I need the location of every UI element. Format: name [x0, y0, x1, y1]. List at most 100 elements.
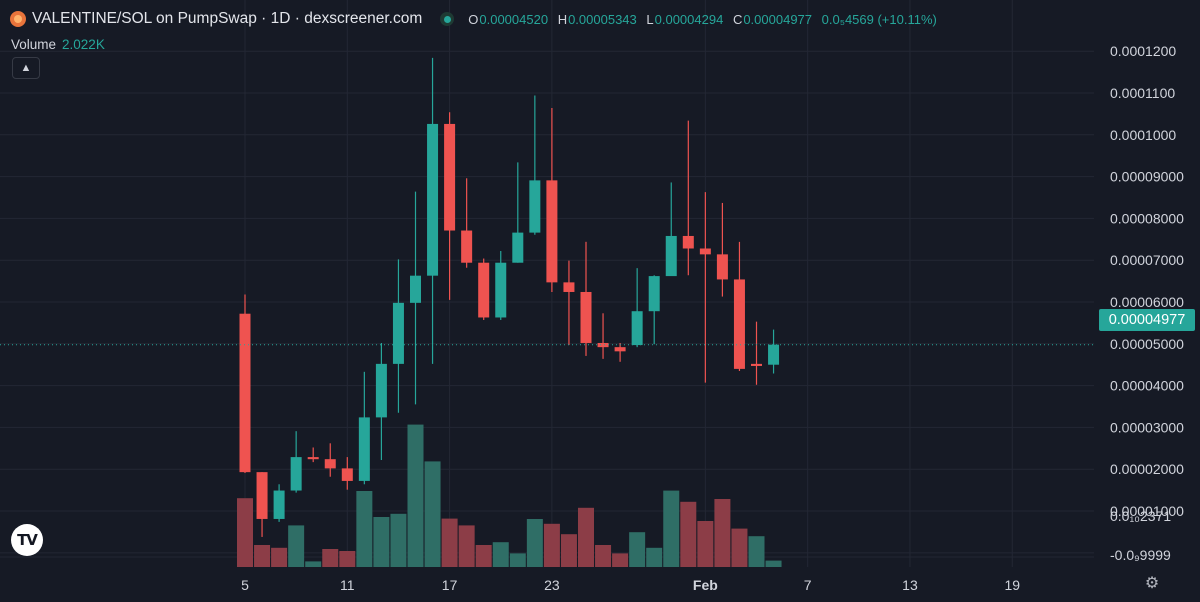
volume-bar — [407, 424, 424, 567]
candle — [597, 313, 609, 359]
collapse-button[interactable]: ▲ — [12, 57, 40, 79]
x-tick-label: 13 — [902, 577, 918, 593]
volume-bar — [697, 521, 714, 567]
volume-bar — [441, 518, 458, 567]
candle — [256, 472, 268, 537]
candle-body — [512, 232, 524, 263]
high-label: H — [557, 11, 568, 27]
volume-bar — [714, 499, 731, 567]
candle — [614, 342, 626, 362]
candle — [563, 260, 575, 346]
pair-title: VALENTINE/SOL on PumpSwap · 1D · dexscre… — [32, 10, 423, 27]
candle-body — [614, 347, 626, 352]
volume-bar — [322, 549, 339, 567]
volume-bar — [237, 498, 253, 567]
x-tick-label: Feb — [693, 577, 718, 593]
candle-body — [716, 254, 728, 280]
x-tick-label: 17 — [442, 577, 458, 593]
volume-bar — [663, 490, 680, 567]
price-candles — [239, 57, 780, 537]
candle — [699, 192, 711, 383]
candle — [239, 294, 251, 473]
candle-body — [307, 457, 319, 460]
volume-bar — [424, 461, 441, 567]
candle — [580, 241, 592, 356]
volume-bar — [288, 525, 305, 567]
candle — [716, 202, 728, 297]
open-value: 0.00004520 — [479, 11, 549, 27]
candle-body — [375, 363, 387, 418]
candle — [341, 457, 353, 490]
x-tick-label: 5 — [241, 577, 249, 593]
current-price-tag: 0.00004977 — [1099, 309, 1195, 331]
candle-body — [324, 459, 336, 469]
ohlc-readout: O0.00004520 H0.00005343 L0.00004294 C0.0… — [468, 12, 943, 27]
candle — [290, 431, 302, 493]
y-tick-label: 0.0₁₀2371 — [1110, 508, 1171, 524]
volume-bar — [305, 561, 322, 567]
x-tick-label: 23 — [544, 577, 560, 593]
volume-bar — [390, 513, 407, 567]
live-dot-icon — [440, 12, 455, 26]
candle-body — [273, 490, 285, 519]
time-axis: 5 11 17 23 Feb 7 13 19 — [241, 577, 1020, 593]
candle — [358, 371, 370, 485]
candle-body — [546, 180, 558, 283]
candle-body — [751, 363, 762, 366]
candle-body — [580, 291, 592, 343]
candle — [733, 241, 745, 371]
chart-header: VALENTINE/SOL on PumpSwap · 1D · dexscre… — [10, 9, 943, 29]
x-tick-label: 19 — [1004, 577, 1020, 593]
close-value: 0.00004977 — [743, 11, 813, 27]
tradingview-logo-icon[interactable]: TV — [11, 524, 43, 556]
open-label: O — [468, 11, 479, 27]
volume-bar — [680, 501, 697, 567]
candle-body — [461, 230, 473, 263]
gear-icon[interactable]: ⚙ — [1144, 575, 1160, 592]
y-tick-label: 0.00002000 — [1110, 461, 1184, 477]
candle-body — [529, 180, 541, 233]
low-value: 0.00004294 — [654, 11, 724, 27]
candle — [392, 259, 404, 413]
candle — [410, 191, 421, 405]
y-tick-label: 0.00007000 — [1110, 252, 1184, 268]
candle-body — [444, 123, 456, 231]
candle-body — [410, 275, 421, 303]
candle-body — [478, 262, 490, 318]
candle-body — [665, 235, 677, 277]
volume-bar — [543, 523, 560, 567]
candle-body — [768, 344, 780, 365]
candle — [478, 258, 490, 320]
volume-bar — [492, 542, 509, 567]
candle-body — [699, 248, 711, 255]
y-tick-label: 0.0001000 — [1110, 127, 1176, 143]
candle — [307, 447, 319, 463]
candle — [665, 182, 677, 277]
x-tick-label: 7 — [804, 577, 812, 593]
candle-body — [631, 311, 643, 346]
volume-value: 2.022K — [62, 37, 105, 52]
y-tick-label: -0.0₉9999 — [1110, 547, 1171, 563]
y-tick-label: 0.00008000 — [1110, 210, 1184, 226]
price-axis: 0.0001200 0.0001100 0.0001000 0.00009000 0.0… — [1110, 43, 1184, 563]
candle — [682, 120, 694, 276]
volume-bar — [629, 532, 646, 567]
volume-bar — [765, 560, 782, 567]
volume-bar — [475, 545, 492, 567]
y-tick-label: 0.00006000 — [1110, 294, 1184, 310]
volume-bar — [254, 545, 271, 567]
candle — [427, 57, 439, 364]
y-tick-label: 0.0001100 — [1110, 85, 1175, 101]
candle-body — [648, 276, 660, 312]
candle-body — [427, 123, 439, 276]
candle — [631, 268, 643, 348]
close-label: C — [732, 11, 743, 27]
candle — [324, 443, 336, 477]
x-tick-label: 11 — [340, 577, 355, 593]
volume-label: Volume — [11, 37, 57, 52]
y-tick-label: 0.00009000 — [1110, 169, 1184, 185]
volume-bar — [731, 528, 748, 567]
candle — [495, 251, 507, 320]
high-value: 0.00005343 — [568, 11, 637, 27]
